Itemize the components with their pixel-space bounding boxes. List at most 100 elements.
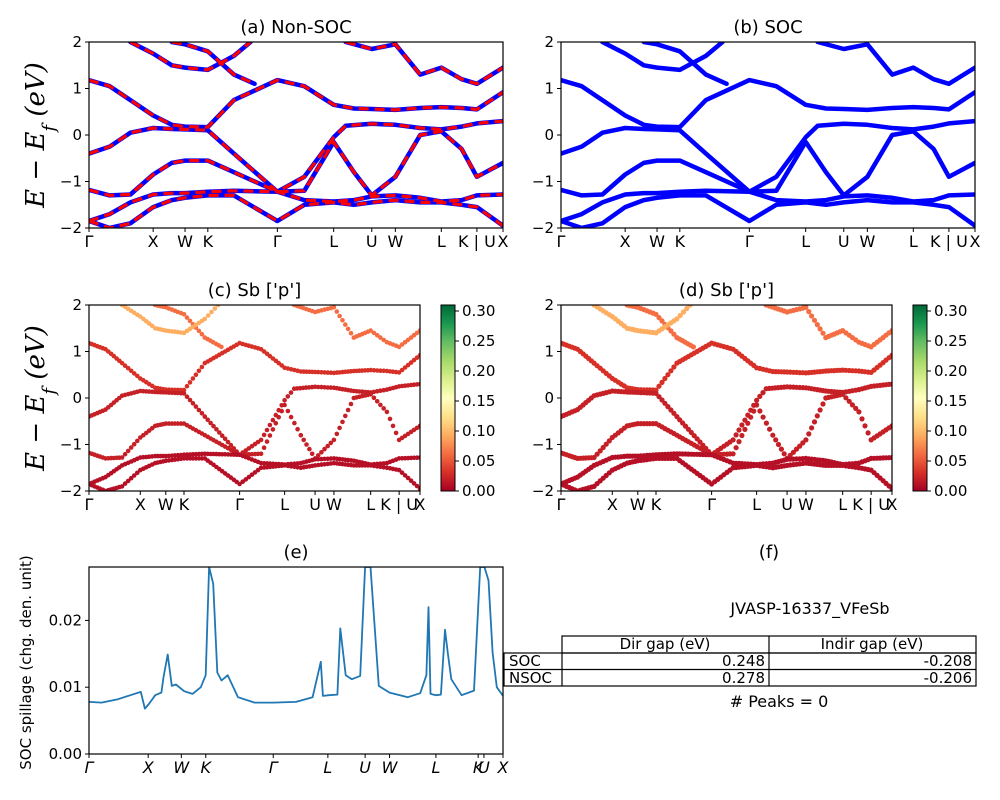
x-tick-label: U	[838, 232, 850, 251]
y-tick-label: 1	[544, 80, 554, 98]
table-header-dir-gap: Dir gap (eV)	[620, 635, 711, 653]
colorbar-tick-label: 0.10	[934, 422, 967, 440]
band-point	[849, 402, 856, 408]
band-point	[757, 408, 763, 414]
band-point	[733, 432, 739, 438]
y-tick-label: 0	[72, 126, 82, 144]
band-point	[315, 453, 321, 458]
band-point	[811, 419, 818, 425]
band-point	[184, 383, 190, 389]
band-line	[89, 77, 503, 130]
band-point	[217, 430, 222, 435]
band-point	[690, 344, 697, 350]
band-point	[205, 417, 210, 423]
band-point	[760, 390, 766, 396]
band-point	[187, 397, 193, 403]
band-point	[414, 483, 420, 489]
band-point	[190, 401, 196, 406]
band-point	[597, 448, 603, 454]
band-line	[171, 42, 256, 86]
band-point	[219, 433, 225, 439]
band-point	[677, 312, 683, 319]
band-point	[122, 481, 128, 486]
band-point	[742, 426, 748, 432]
x-tick-label: W	[173, 758, 190, 777]
band-point	[889, 328, 892, 334]
band-point	[337, 313, 342, 319]
band-point	[212, 306, 218, 311]
panel-title: (a) Non-SOC	[240, 17, 351, 38]
band-line	[89, 78, 503, 129]
band-point	[806, 431, 812, 437]
panel-title: (b) SOC	[733, 17, 802, 38]
x-tick-label: W	[326, 495, 342, 514]
band-point	[399, 470, 405, 476]
colorbar-tick-label: 0.15	[934, 392, 967, 410]
band-point	[307, 446, 312, 452]
band-point	[371, 395, 377, 401]
band-point	[814, 413, 820, 419]
band-point	[331, 305, 337, 310]
spillage-plot	[89, 567, 503, 710]
band-point	[228, 442, 234, 448]
y-tick-label: 0.02	[49, 611, 82, 629]
band-point	[814, 322, 820, 328]
band-point	[817, 326, 823, 332]
band-point	[656, 383, 662, 389]
band-point	[387, 416, 393, 422]
band-point	[591, 454, 597, 461]
band-point	[775, 441, 782, 448]
x-tick-label: K | U	[380, 495, 418, 514]
band-line	[561, 129, 975, 198]
band-point	[594, 451, 600, 457]
band-point	[378, 335, 383, 340]
band-lines	[89, 42, 503, 228]
x-tick-label: K	[675, 232, 686, 251]
band-point	[790, 449, 797, 455]
band-point	[817, 407, 823, 413]
band-point	[125, 448, 131, 454]
band-point	[184, 315, 190, 320]
y-tick-label: −2	[60, 482, 82, 500]
y-tick-label: 0.01	[49, 678, 82, 696]
band-point	[193, 372, 199, 378]
panel-title: (c) Sb ['p']	[208, 280, 302, 301]
band-point	[128, 368, 134, 374]
band-point	[196, 407, 202, 413]
x-tick-label: L	[437, 232, 446, 251]
band-point	[889, 381, 892, 387]
spillage-ylabel: SOC spillage (chg. den. unit)	[17, 555, 35, 770]
band-point	[119, 455, 125, 460]
band-line	[561, 77, 975, 130]
band-point	[340, 419, 345, 425]
y-tick-label: −2	[532, 482, 554, 500]
band-point	[889, 352, 892, 358]
band-point	[187, 318, 193, 324]
y-tick-label: −2	[60, 219, 82, 237]
band-point	[820, 330, 826, 336]
band-point	[668, 328, 674, 334]
x-tick-label: Γ	[85, 495, 94, 514]
band-point	[292, 420, 297, 426]
band-point	[767, 426, 773, 432]
band-line	[129, 42, 252, 72]
band-point	[374, 399, 380, 404]
x-tick-label: W	[649, 232, 665, 251]
band-point	[889, 454, 892, 461]
band-point	[282, 398, 287, 403]
band-point	[340, 318, 345, 323]
band-point	[345, 326, 351, 332]
band-point	[181, 391, 187, 396]
y-tick-label: −1	[60, 173, 82, 191]
x-tick-label: W	[382, 758, 399, 777]
y-tick-label: 1	[72, 343, 82, 361]
band-point	[371, 330, 377, 336]
table-row-nsoc-indir: -0.206	[924, 669, 972, 687]
x-tick-label: X	[142, 758, 155, 777]
y-tick-label: 2	[72, 33, 82, 51]
y-tick-label: −1	[60, 436, 82, 454]
band-point	[199, 411, 205, 416]
band-point	[325, 443, 331, 449]
axes-frame	[88, 566, 504, 755]
